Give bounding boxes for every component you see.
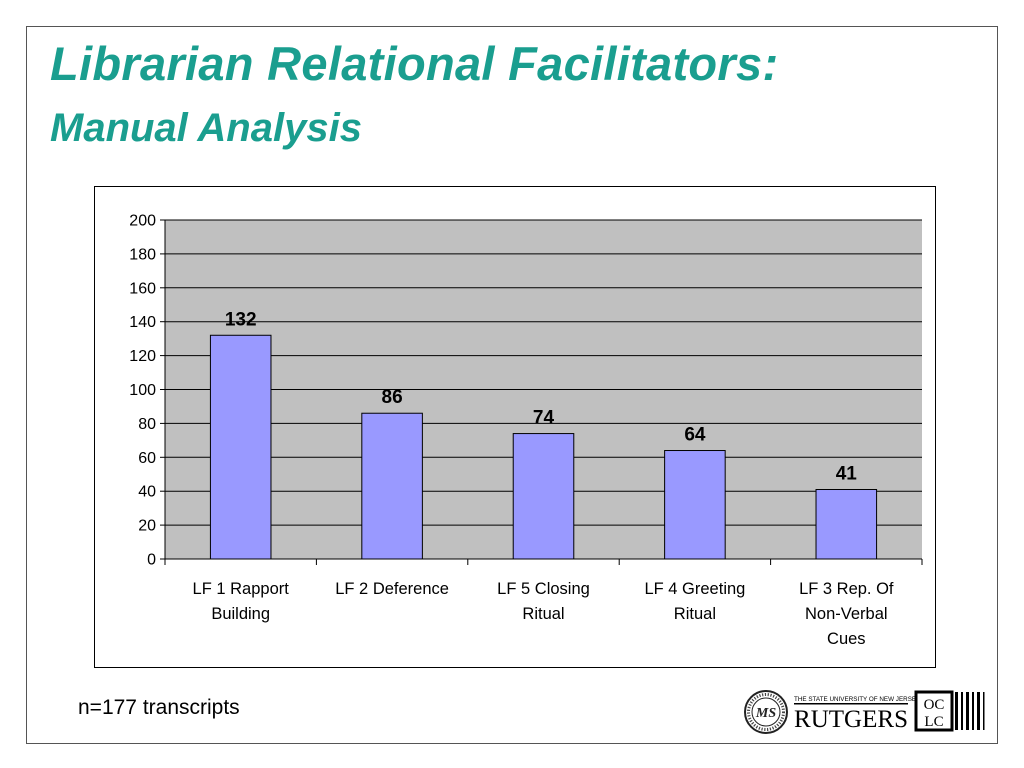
data-label: 41 — [836, 464, 858, 485]
oclc-line1: OC — [924, 697, 945, 713]
footnote: n=177 transcripts — [78, 696, 240, 719]
bar — [209, 334, 272, 560]
x-category-label: LF 1 Rapport — [193, 580, 290, 598]
rutgers-wordmark: RUTGERS — [794, 706, 908, 733]
y-tick-label: 200 — [129, 213, 156, 230]
bar — [361, 412, 423, 560]
data-label: 132 — [225, 309, 257, 330]
svg-text:MS: MS — [755, 706, 776, 721]
y-tick-label: 160 — [129, 280, 156, 297]
y-tick-label: 100 — [129, 382, 156, 399]
x-category-label: Ritual — [674, 605, 716, 623]
y-tick-label: 180 — [129, 246, 156, 263]
logo-strip: MS THE STATE UNIVERSITY OF NEW JERSEY RU… — [742, 686, 992, 736]
y-tick-label: 40 — [138, 484, 156, 501]
seal-logo-icon: MS — [744, 690, 788, 734]
oclc-logo: OC LC — [914, 690, 985, 732]
data-label: 74 — [533, 408, 555, 429]
data-label: 86 — [382, 387, 403, 408]
slide-title: Librarian Relational Facilitators: — [50, 37, 779, 90]
bar — [512, 433, 575, 560]
logos-svg: MS THE STATE UNIVERSITY OF NEW JERSEY RU… — [744, 690, 985, 734]
rutgers-tagline: THE STATE UNIVERSITY OF NEW JERSEY — [794, 696, 921, 703]
x-category-label: LF 5 Closing — [497, 580, 590, 598]
bar — [664, 450, 726, 560]
y-tick-label: 80 — [138, 416, 156, 433]
x-category-label: Ritual — [522, 605, 564, 623]
y-tick-label: 140 — [129, 314, 156, 331]
x-category-label: LF 3 Rep. Of — [799, 580, 894, 598]
slide-subtitle: Manual Analysis — [50, 106, 362, 150]
bar-chart: 0 20 40 60 80 100 120 140 160 180 200 132 LF 1 Rappo… — [129, 213, 923, 648]
x-category-label: Non-Verbal — [805, 605, 888, 623]
x-category-label: LF 2 Deference — [335, 580, 449, 598]
y-tick-label: 60 — [138, 450, 156, 467]
slide-frame — [26, 26, 998, 744]
bar — [815, 489, 878, 560]
y-tick-label: 20 — [138, 518, 156, 535]
chart-container: 0 20 40 60 80 100 120 140 160 180 200 132 LF 1 Rappo… — [94, 186, 936, 668]
y-tick-label: 120 — [129, 348, 156, 365]
data-label: 64 — [684, 425, 706, 446]
x-category-label: Cues — [827, 630, 866, 648]
rutgers-logo: THE STATE UNIVERSITY OF NEW JERSEY RUTGE… — [794, 696, 921, 733]
oclc-line2: LC — [924, 714, 943, 730]
x-category-label: Building — [211, 605, 270, 623]
x-category-label: LF 4 Greeting — [644, 580, 745, 598]
y-tick-label: 0 — [147, 552, 156, 569]
